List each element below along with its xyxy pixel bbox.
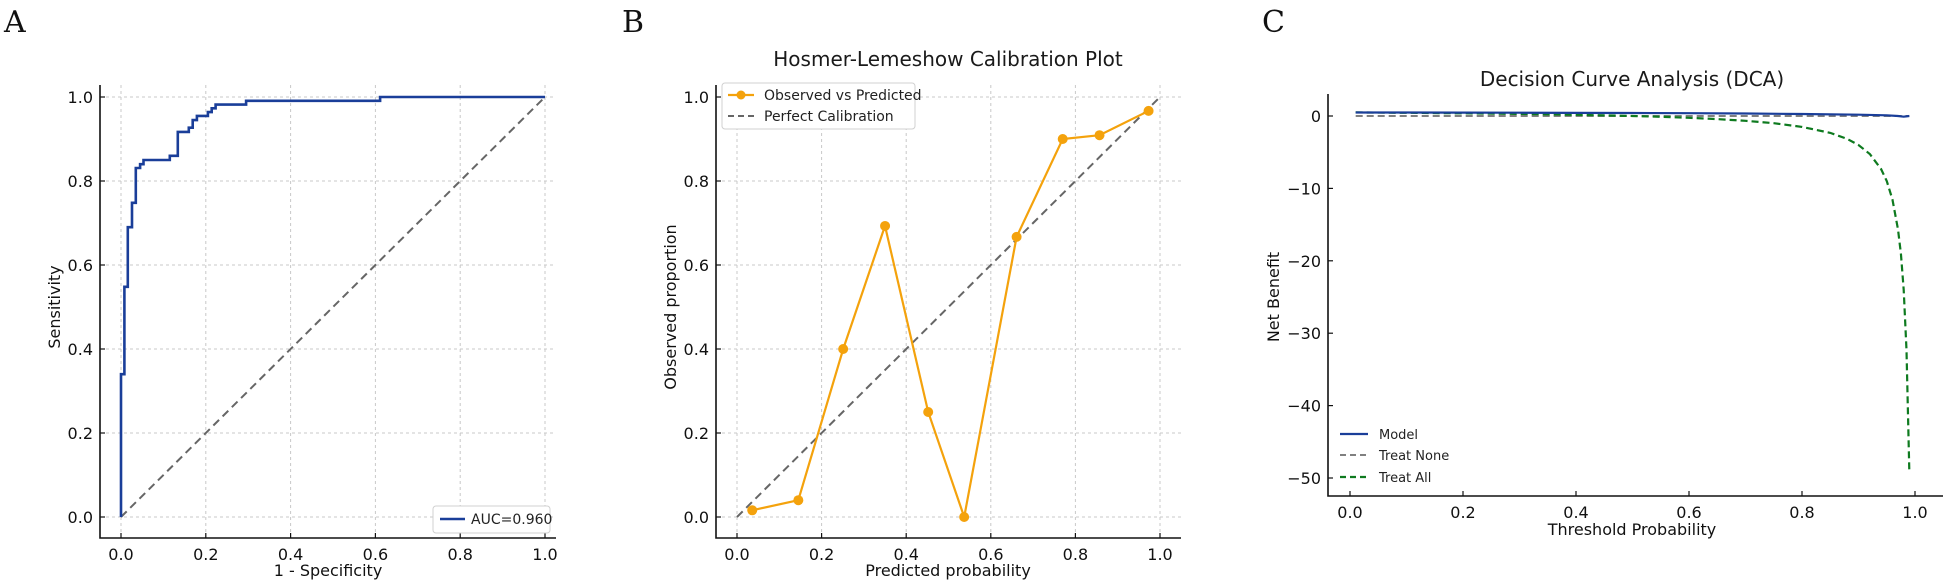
- calibration-point: [793, 495, 804, 506]
- panel-c-ticks: 0.0 0.2 0.4 0.6 0.8 1.0 0 −10 −20 −30 −40 −50: [1287, 107, 1927, 522]
- y-tick-label: −50: [1287, 469, 1321, 488]
- x-tick-label: 0.8: [447, 545, 472, 564]
- y-tick-label: 0.6: [68, 256, 93, 275]
- x-tick-label: 1.0: [532, 545, 557, 564]
- y-tick-label: −30: [1287, 324, 1321, 343]
- x-tick-label: 1.0: [1147, 545, 1172, 564]
- legend-observed-label: Observed vs Predicted: [764, 88, 922, 104]
- panel-letter-c: C: [1262, 5, 1285, 40]
- calibration-point: [1057, 134, 1068, 144]
- legend-treat-none-label: Treat None: [1378, 449, 1449, 464]
- y-tick-label: −20: [1287, 252, 1321, 271]
- legend-observed-marker: [736, 90, 746, 100]
- x-tick-label: 0.0: [724, 545, 749, 564]
- panel-b-ylabel: Observed proportion: [661, 224, 680, 389]
- x-tick-label: 1.0: [1902, 503, 1927, 522]
- panel-letter-a: A: [3, 5, 26, 40]
- panel-c-ylabel: Net Benefit: [1264, 252, 1283, 342]
- treat-all-line: [1355, 111, 1911, 471]
- legend-perfect-label: Perfect Calibration: [764, 109, 894, 125]
- observed-vs-predicted-line: [751, 109, 1150, 522]
- x-tick-label: 0.8: [1063, 545, 1088, 564]
- y-tick-label: 1.0: [684, 88, 709, 107]
- panel-c-title: Decision Curve Analysis (DCA): [1480, 67, 1784, 91]
- panel-b-ticks: 0.0 0.0 0.2 0.2 0.4 0.4 0.6 0.6 0.8 0.8 1.0 1.0: [684, 88, 1173, 564]
- y-tick-label: −10: [1287, 179, 1321, 198]
- panel-b-axes: [715, 85, 1181, 539]
- x-tick-label: 0.2: [809, 545, 834, 564]
- calibration-point: [838, 344, 849, 354]
- y-tick-label: 0.4: [684, 340, 709, 359]
- legend-treat-all-label: Treat All: [1378, 471, 1431, 486]
- perfect-calibration-line: [736, 96, 1161, 518]
- y-tick-label: 0: [1311, 107, 1321, 126]
- y-tick-label: −40: [1287, 397, 1321, 416]
- legend-model-label: Model: [1379, 428, 1418, 443]
- y-tick-label: 0.2: [684, 424, 709, 443]
- x-tick-label: 0.4: [893, 545, 918, 564]
- x-tick-label: 0.6: [1676, 503, 1701, 522]
- calibration-points: [747, 105, 1154, 522]
- calibration-point: [1094, 130, 1105, 141]
- calibration-point: [880, 220, 891, 231]
- model-line: [1355, 111, 1910, 118]
- x-tick-label: 0.4: [1563, 503, 1588, 522]
- panel-b-legend: Observed vs Predicted Perfect Calibratio…: [721, 82, 922, 130]
- calibration-point: [1011, 231, 1022, 242]
- x-tick-label: 0.6: [978, 545, 1003, 564]
- panel-a-legend: AUC=0.960: [432, 505, 552, 534]
- calibration-point: [923, 407, 934, 417]
- panel-c-axes: [1327, 94, 1943, 497]
- y-tick-label: 0.8: [68, 172, 93, 191]
- x-tick-label: 0.2: [193, 545, 218, 564]
- panel-c-dca: C Decision Curve Analysis (DCA) 0.0 0.2 0.…: [1262, 5, 1943, 539]
- panel-a-ticks: 0.0 0.0 0.2 0.2 0.4 0.4 0.6 0.6 0.8 0.8 1.0 1.0: [68, 88, 558, 564]
- y-tick-label: 0.0: [684, 508, 709, 527]
- x-tick-label: 0.0: [1337, 503, 1362, 522]
- y-tick-label: 1.0: [68, 88, 93, 107]
- panel-a-roc: A 0.0 0.0 0.2 0.2 0.4 0.4 0.6 0.6 0.8 0.8 1.0 1.0 1…: [3, 5, 558, 580]
- panel-b-xlabel: Predicted probability: [865, 561, 1031, 580]
- legend-auc-label: AUC=0.960: [471, 512, 552, 528]
- y-tick-label: 0.0: [68, 508, 93, 527]
- panel-a-axes: [99, 85, 556, 539]
- x-tick-label: 0.0: [108, 545, 133, 564]
- y-tick-label: 0.4: [68, 340, 93, 359]
- chance-diagonal-line: [120, 96, 546, 518]
- panel-a-xlabel: 1 - Specificity: [274, 561, 383, 580]
- calibration-point: [1143, 105, 1154, 116]
- x-tick-label: 0.4: [278, 545, 303, 564]
- panel-a-ylabel: Sensitivity: [45, 265, 64, 348]
- panel-b-calibration: B Hosmer-Lemeshow Calibration Plot 0.00.…: [622, 5, 1181, 580]
- calibration-point: [747, 505, 758, 516]
- x-tick-label: 0.2: [1450, 503, 1475, 522]
- x-tick-label: 0.8: [1789, 503, 1814, 522]
- x-tick-label: 0.6: [363, 545, 388, 564]
- calibration-point: [959, 512, 970, 522]
- panel-b-title: Hosmer-Lemeshow Calibration Plot: [773, 47, 1123, 71]
- y-tick-label: 0.8: [684, 172, 709, 191]
- panel-c-xlabel: Threshold Probability: [1547, 520, 1717, 539]
- y-tick-label: 0.6: [684, 256, 709, 275]
- panel-c-legend: Model Treat None Treat All: [1340, 428, 1449, 486]
- y-tick-label: 0.2: [68, 424, 93, 443]
- panel-letter-b: B: [622, 5, 644, 40]
- roc-curve: [119, 95, 545, 517]
